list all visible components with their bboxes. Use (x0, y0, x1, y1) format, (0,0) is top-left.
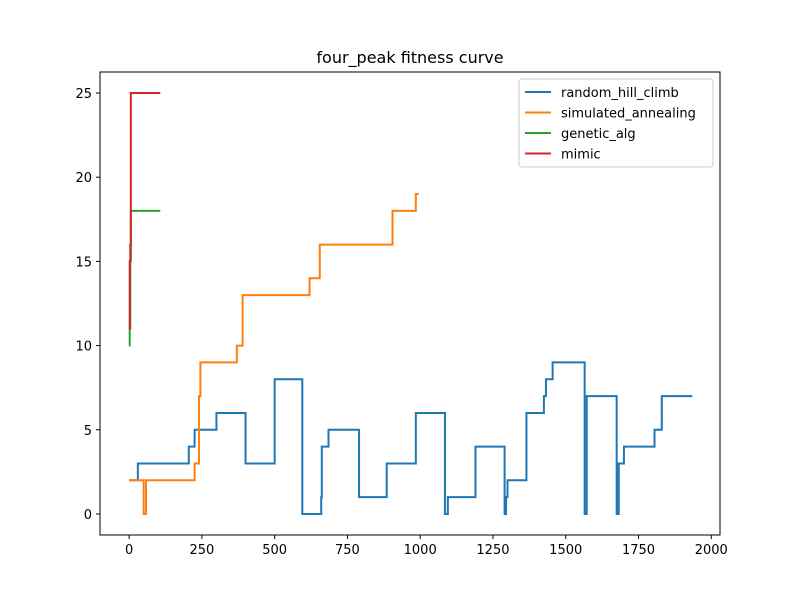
x-tick-label: 0 (125, 543, 133, 558)
legend-label-random-hill-climb: random_hill_climb (561, 86, 679, 101)
legend-box (518, 78, 714, 168)
legend-label-mimic: mimic (561, 148, 601, 163)
chart-title: four_peak fitness curve (316, 48, 503, 68)
y-tick-label: 5 (84, 424, 92, 439)
x-tick-label: 2000 (695, 543, 728, 558)
y-tick-label: 15 (75, 255, 92, 270)
x-tick-label: 250 (189, 543, 214, 558)
x-tick-label: 1500 (549, 543, 582, 558)
legend-label-simulated-annealing: simulated_annealing (561, 107, 696, 122)
y-tick-label: 0 (84, 508, 92, 523)
y-tick-label: 10 (75, 340, 92, 355)
y-tick-label: 20 (75, 171, 92, 186)
legend-label-genetic-alg: genetic_alg (561, 127, 636, 142)
plot-area (128, 92, 693, 515)
series-line-mimic (128, 92, 161, 330)
x-tick-label: 1000 (404, 543, 437, 558)
series-line-random-hill-climb (129, 361, 693, 515)
x-tick-label: 500 (262, 543, 287, 558)
x-tick-label: 1750 (622, 543, 655, 558)
legend: random_hill_climb simulated_annealinggene… (518, 78, 714, 168)
x-tick-label: 1250 (476, 543, 509, 558)
y-tick-label: 25 (75, 87, 92, 102)
x-tick-label: 750 (335, 543, 360, 558)
series-line-simulated-annealing (129, 193, 419, 515)
axes-frame (99, 71, 721, 536)
axes: 0 250 500 750 1000 1250 1500 1750 2000 0 5 10 15 20 25 (75, 71, 728, 558)
